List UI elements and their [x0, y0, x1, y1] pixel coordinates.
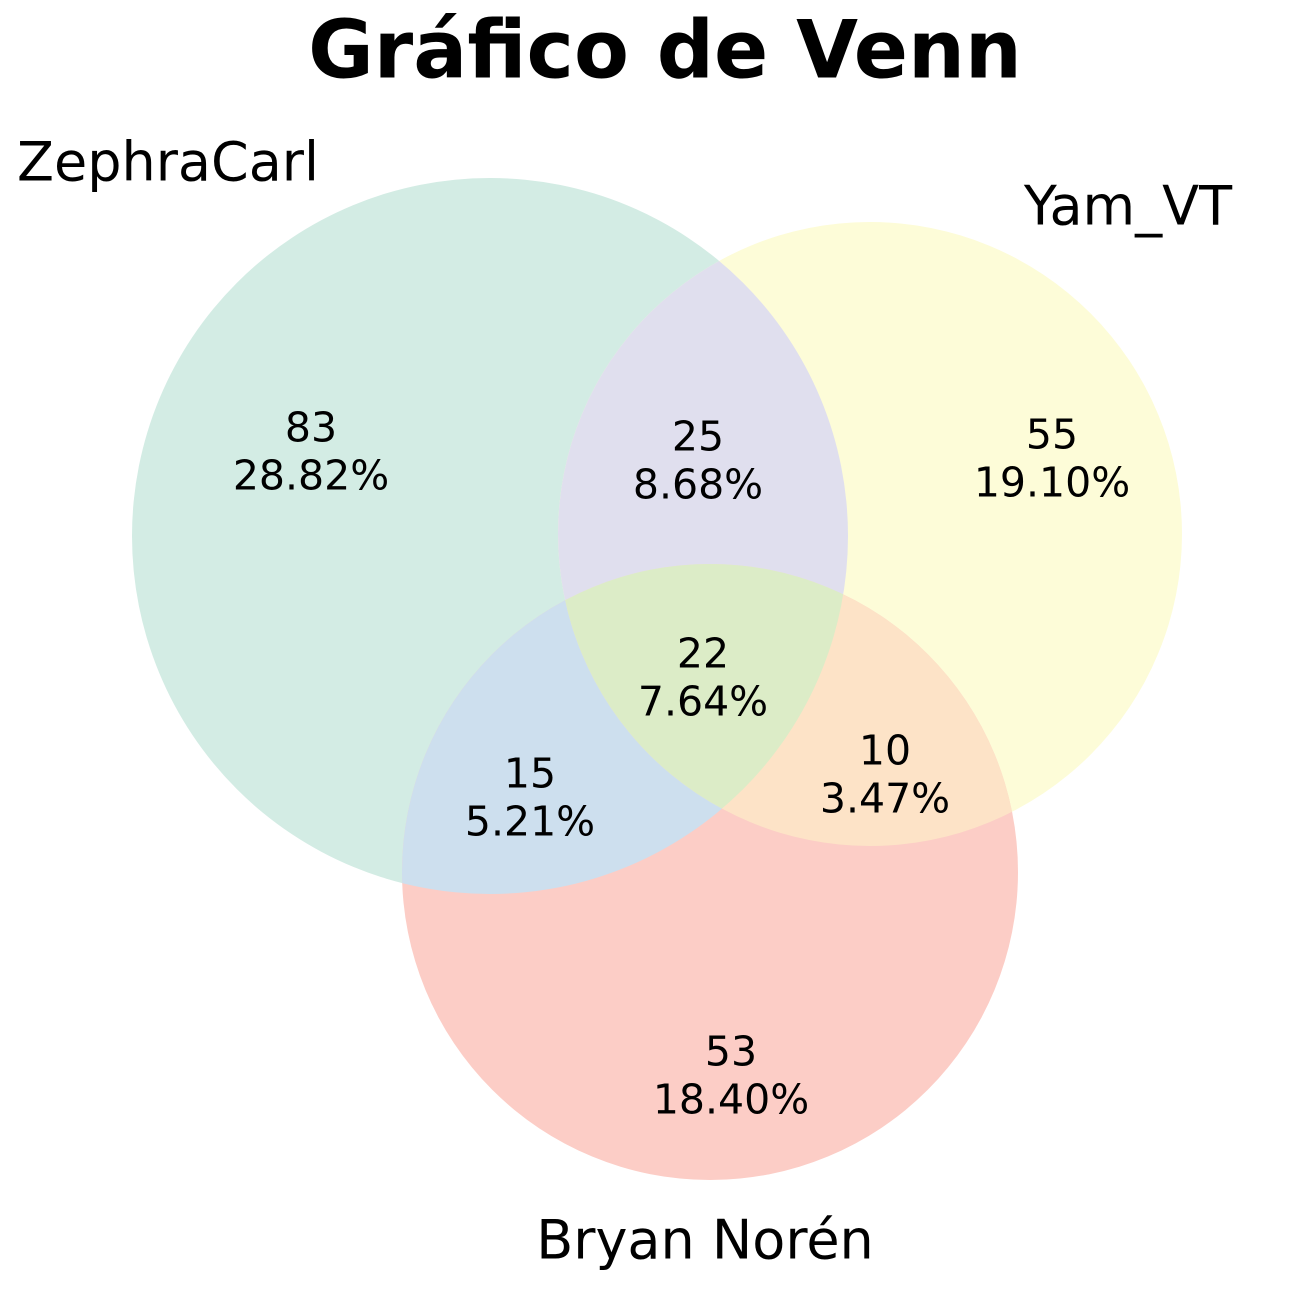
- region-percent: 18.40%: [652, 1076, 810, 1124]
- region-label-bryan-noren-only: 53 18.40%: [653, 1028, 809, 1125]
- region-percent: 7.64%: [637, 678, 769, 726]
- region-percent: 19.10%: [973, 459, 1131, 507]
- set-label-yam-vt: Yam_VT: [1023, 174, 1233, 238]
- region-label-all-three: 22 7.64%: [638, 630, 768, 727]
- chart-title: Gráfico de Venn: [308, 3, 1022, 97]
- overlap-yam-vt-bryan-noren: [558, 564, 1018, 846]
- region-count: 25: [671, 412, 725, 461]
- region-percent: 28.82%: [232, 452, 390, 500]
- region-label-zephracarl-yam-vt: 25 8.68%: [633, 413, 763, 510]
- region-count: 15: [503, 749, 557, 798]
- region-count: 22: [676, 629, 730, 678]
- region-percent: 5.21%: [464, 798, 596, 846]
- region-count: 55: [1025, 410, 1079, 459]
- set-label-bryan-noren: Bryan Norén: [536, 1208, 874, 1272]
- set-label-zephracarl: ZephraCarl: [16, 130, 320, 194]
- region-label-yam-vt-bryan-noren: 10 3.47%: [820, 727, 950, 824]
- region-label-zephracarl-bryan-noren: 15 5.21%: [465, 750, 595, 847]
- region-count: 53: [704, 1027, 758, 1076]
- region-count: 83: [284, 403, 338, 452]
- region-percent: 3.47%: [819, 775, 951, 823]
- region-label-zephracarl-only: 83 28.82%: [233, 404, 389, 501]
- region-percent: 8.68%: [632, 461, 764, 509]
- region-count: 10: [858, 726, 912, 775]
- region-label-yam-vt-only: 55 19.10%: [974, 411, 1130, 508]
